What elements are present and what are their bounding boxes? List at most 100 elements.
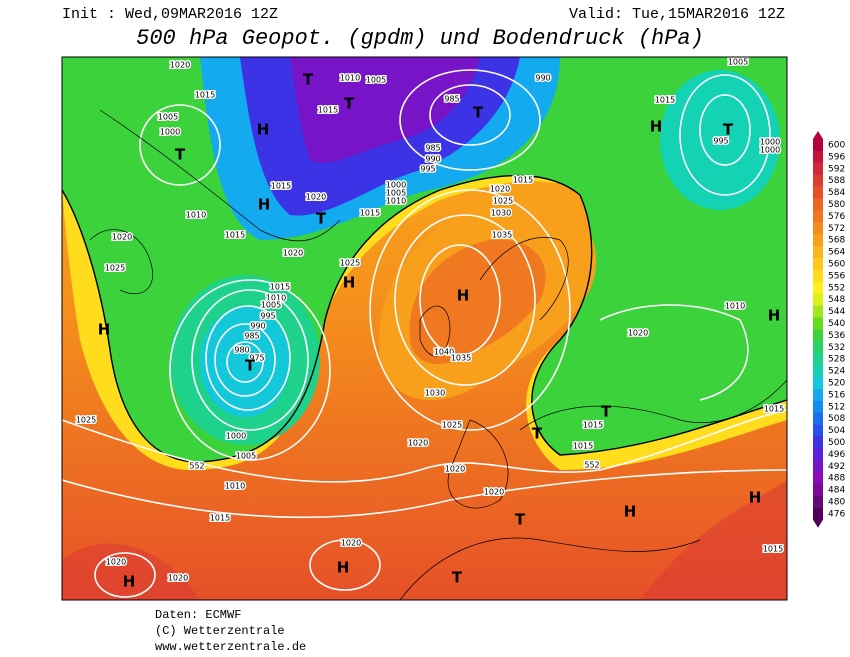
colorbar-band bbox=[813, 281, 823, 294]
colorbar-label: 496 bbox=[828, 450, 845, 460]
pressure-system: H bbox=[257, 121, 270, 139]
isobar-label: 990 bbox=[425, 155, 440, 164]
isobar-label: 990 bbox=[535, 74, 550, 83]
colorbar-band bbox=[813, 400, 823, 413]
isobar-label: 1010 bbox=[266, 294, 286, 303]
pressure-system: H bbox=[624, 503, 637, 521]
colorbar-band bbox=[813, 210, 823, 223]
colorbar-label: 484 bbox=[828, 486, 845, 496]
colorbar-band bbox=[813, 484, 823, 497]
east-low bbox=[660, 70, 780, 210]
isobar-label: 1025 bbox=[105, 264, 125, 273]
isobar bbox=[214, 323, 276, 397]
isobar bbox=[394, 214, 536, 386]
isobar-label: 1020 bbox=[283, 249, 303, 258]
isobar-label: 1020 bbox=[341, 539, 361, 548]
isobar bbox=[94, 552, 156, 598]
isobar-label: 1000 bbox=[386, 181, 406, 190]
colorbar-label: 576 bbox=[828, 212, 845, 222]
isobar bbox=[62, 469, 787, 519]
colorbar-label: 508 bbox=[828, 414, 845, 424]
isobar-label: 1035 bbox=[492, 231, 512, 240]
pressure-system: H bbox=[749, 489, 762, 507]
isobar-label: 995 bbox=[260, 312, 275, 321]
isobar-label: 1040 bbox=[434, 348, 454, 357]
isobar bbox=[226, 341, 264, 383]
pressure-system: T bbox=[601, 403, 612, 421]
isobar-label: 1015 bbox=[573, 442, 593, 451]
ridge-core bbox=[409, 239, 546, 364]
colorbar-label: 504 bbox=[828, 426, 845, 436]
isobar-label: 552 bbox=[189, 462, 204, 471]
isobar-label: 995 bbox=[713, 137, 728, 146]
coastline bbox=[99, 109, 341, 242]
pressure-system: H bbox=[123, 573, 136, 591]
colorbar-band bbox=[813, 377, 823, 390]
isobar bbox=[419, 244, 501, 356]
colorbar-band bbox=[813, 174, 823, 187]
isobar-label: 1020 bbox=[408, 439, 428, 448]
isobar-label: 1025 bbox=[442, 421, 462, 430]
colorbar-arrow-bottom bbox=[813, 519, 823, 528]
colorbar-band bbox=[813, 198, 823, 211]
colorbar-label: 500 bbox=[828, 438, 845, 448]
isobar-label: 1000 bbox=[226, 432, 246, 441]
colorbar-band bbox=[813, 269, 823, 283]
map-title: 500 hPa Geopot. (gpdm) und Bodendruck (h… bbox=[136, 26, 704, 51]
isobar-label: 552 bbox=[584, 461, 599, 470]
map-labels: 1020 1015 1005 1000 1010 1015 1020 1025 1020 1015… bbox=[74, 57, 785, 591]
isobar bbox=[599, 304, 749, 401]
isobar-label: 1000 bbox=[760, 146, 780, 155]
pressure-system: T bbox=[532, 425, 543, 443]
isobar-label: 1000 bbox=[160, 128, 180, 137]
isobar-label: 1010 bbox=[225, 482, 245, 491]
colorbar-band bbox=[813, 341, 823, 354]
init-time: Init : Wed,09MAR2016 12Z bbox=[62, 6, 278, 23]
isobar bbox=[139, 104, 221, 186]
coastline bbox=[447, 419, 509, 509]
colorbar-band bbox=[813, 329, 823, 342]
pressure-system: H bbox=[343, 274, 356, 292]
isobar-label: 1005 bbox=[728, 58, 748, 67]
colorbar-band bbox=[813, 234, 823, 247]
isobar-label: 1005 bbox=[261, 301, 281, 310]
colorbar-label: 596 bbox=[828, 152, 845, 162]
pressure-system: T bbox=[473, 104, 484, 122]
isobar bbox=[679, 74, 771, 196]
colorbar-band bbox=[813, 186, 823, 199]
coastline bbox=[419, 305, 451, 357]
isobar-label: 980 bbox=[234, 346, 249, 355]
colorbar-band bbox=[813, 317, 823, 330]
isobar-label: 1005 bbox=[366, 76, 386, 85]
map-frame bbox=[61, 56, 788, 601]
isobars bbox=[62, 69, 787, 598]
isobar-label: 995 bbox=[420, 165, 435, 174]
isobar-label: 1025 bbox=[340, 259, 360, 268]
isobar bbox=[369, 189, 571, 431]
colorbar-label: 580 bbox=[828, 200, 845, 210]
pressure-system: T bbox=[723, 121, 734, 139]
colorbar-band bbox=[813, 412, 823, 425]
isobar bbox=[699, 94, 751, 166]
coastlines bbox=[89, 109, 787, 600]
isobar bbox=[205, 305, 291, 411]
colorbar-band bbox=[813, 222, 823, 235]
pressure-system: T bbox=[245, 357, 256, 375]
pressure-system: H bbox=[768, 307, 781, 325]
colorbar-band bbox=[813, 150, 823, 164]
purple-zone bbox=[290, 57, 480, 163]
colorbar-band bbox=[813, 460, 823, 473]
colorbar-band bbox=[813, 448, 823, 461]
colorbar-label: 536 bbox=[828, 331, 845, 341]
isobar-label: 1015 bbox=[513, 176, 533, 185]
isobar-label: 975 bbox=[249, 354, 264, 363]
colorbar-band bbox=[813, 436, 823, 449]
south-warm bbox=[62, 480, 787, 600]
pressure-system: T bbox=[175, 146, 186, 164]
colorbar-band bbox=[813, 139, 823, 152]
isobar-label: 1005 bbox=[236, 452, 256, 461]
isobar-label: 1015 bbox=[655, 96, 675, 105]
colorbar-band bbox=[813, 293, 823, 306]
isobar bbox=[399, 69, 541, 171]
